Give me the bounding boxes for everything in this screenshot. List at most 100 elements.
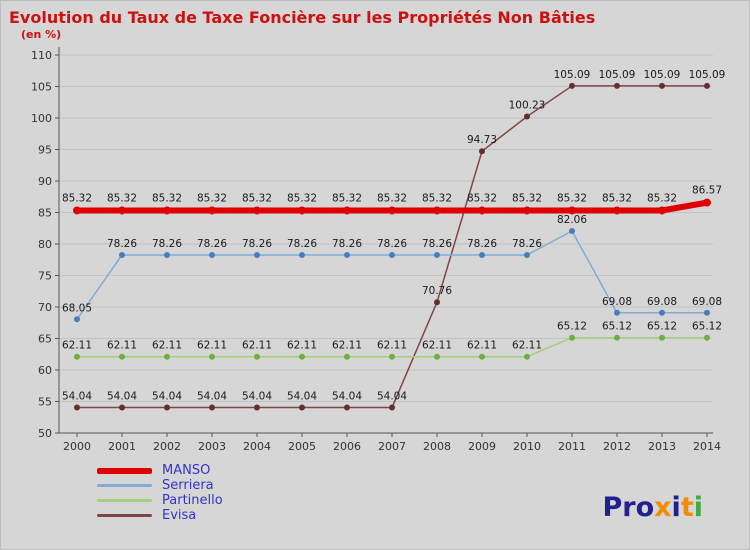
svg-text:85.32: 85.32 [512,192,542,204]
svg-text:100: 100 [31,112,52,125]
legend-swatch-manso [97,467,152,474]
svg-text:78.26: 78.26 [242,238,272,250]
svg-text:80: 80 [38,238,52,251]
svg-text:85.32: 85.32 [107,192,137,204]
svg-text:54.04: 54.04 [242,391,272,403]
logo-letter: i [693,492,703,523]
svg-text:70.76: 70.76 [422,285,452,297]
logo-letter: i [671,492,681,523]
svg-text:60: 60 [38,364,52,377]
svg-text:69.08: 69.08 [647,296,677,308]
svg-text:2003: 2003 [198,440,226,453]
legend-item-evisa: Evisa [97,508,749,523]
proxiti-logo: Proxiti [602,492,703,523]
svg-text:50: 50 [38,427,52,440]
legend-item-partinello: Partinello [97,493,749,508]
svg-text:69.08: 69.08 [602,296,632,308]
tax-rate-line-chart: 50 55 60 65 70 75 80 85 90 95 100 105 110 2000 2001 200… [31,47,726,453]
svg-text:110: 110 [31,49,52,62]
svg-text:2014: 2014 [693,440,721,453]
svg-text:62.11: 62.11 [332,340,362,352]
svg-text:65.12: 65.12 [692,321,722,333]
svg-text:85.32: 85.32 [422,192,452,204]
svg-text:54.04: 54.04 [62,391,92,403]
svg-text:90: 90 [38,175,52,188]
svg-text:65.12: 65.12 [602,321,632,333]
svg-text:105.09: 105.09 [554,69,591,81]
svg-text:2010: 2010 [513,440,541,453]
svg-text:2012: 2012 [603,440,631,453]
legend-swatch-serriera [97,484,152,487]
svg-text:85.32: 85.32 [557,192,587,204]
legend-label-manso: MANSO [162,463,211,478]
legend-item-manso: MANSO [97,463,749,478]
page-subtitle: (en %) [21,28,62,41]
svg-text:85.32: 85.32 [242,192,272,204]
logo-letter: x [654,492,672,523]
svg-text:62.11: 62.11 [422,340,452,352]
svg-text:62.11: 62.11 [377,340,407,352]
svg-text:62.11: 62.11 [512,340,542,352]
svg-text:78.26: 78.26 [422,238,452,250]
chart-legend: MANSO Serriera Partinello Evisa [97,463,749,523]
legend-swatch-partinello [97,499,152,502]
logo-letter: r [622,492,636,523]
svg-text:2007: 2007 [378,440,406,453]
svg-text:95: 95 [38,144,52,157]
svg-text:65.12: 65.12 [647,321,677,333]
svg-text:65: 65 [38,333,52,346]
svg-text:75: 75 [38,270,52,283]
svg-text:2001: 2001 [108,440,136,453]
svg-text:85.32: 85.32 [287,192,317,204]
svg-text:105.09: 105.09 [644,69,681,81]
svg-text:55: 55 [38,396,52,409]
legend-swatch-evisa [97,514,152,517]
legend-label-evisa: Evisa [162,508,197,523]
svg-text:105: 105 [31,81,52,94]
svg-text:54.04: 54.04 [107,391,137,403]
svg-text:85.32: 85.32 [467,192,497,204]
logo-letter: P [602,492,623,523]
svg-text:78.26: 78.26 [152,238,182,250]
svg-text:62.11: 62.11 [197,340,227,352]
svg-text:2011: 2011 [558,440,586,453]
svg-text:78.26: 78.26 [287,238,317,250]
svg-text:82.06: 82.06 [557,214,587,226]
svg-text:78.26: 78.26 [467,238,497,250]
svg-text:2005: 2005 [288,440,316,453]
svg-text:86.57: 86.57 [692,185,722,197]
svg-text:78.26: 78.26 [197,238,227,250]
svg-text:2004: 2004 [243,440,271,453]
svg-text:2002: 2002 [153,440,181,453]
svg-text:94.73: 94.73 [467,134,497,146]
svg-text:54.04: 54.04 [197,391,227,403]
svg-text:100.23: 100.23 [509,100,546,112]
svg-text:2013: 2013 [648,440,676,453]
svg-text:85: 85 [38,207,52,220]
svg-text:62.11: 62.11 [467,340,497,352]
svg-text:85.32: 85.32 [62,192,92,204]
svg-text:2009: 2009 [468,440,496,453]
svg-text:54.04: 54.04 [332,391,362,403]
svg-text:70: 70 [38,301,52,314]
svg-text:85.32: 85.32 [602,192,632,204]
svg-text:105.09: 105.09 [599,69,636,81]
svg-text:2006: 2006 [333,440,361,453]
legend-label-serriera: Serriera [162,478,214,493]
svg-text:54.04: 54.04 [287,391,317,403]
svg-text:85.32: 85.32 [197,192,227,204]
svg-text:62.11: 62.11 [287,340,317,352]
logo-letter: o [635,492,655,523]
svg-text:85.32: 85.32 [647,192,677,204]
svg-text:2008: 2008 [423,440,451,453]
svg-text:54.04: 54.04 [152,391,182,403]
page-title: Evolution du Taux de Taxe Foncière sur l… [9,8,596,27]
svg-text:62.11: 62.11 [152,340,182,352]
svg-text:105.09: 105.09 [689,69,726,81]
logo-letter: t [680,492,694,523]
svg-text:78.26: 78.26 [107,238,137,250]
svg-text:85.32: 85.32 [152,192,182,204]
svg-text:78.26: 78.26 [512,238,542,250]
legend-label-partinello: Partinello [162,493,223,508]
svg-text:85.32: 85.32 [332,192,362,204]
